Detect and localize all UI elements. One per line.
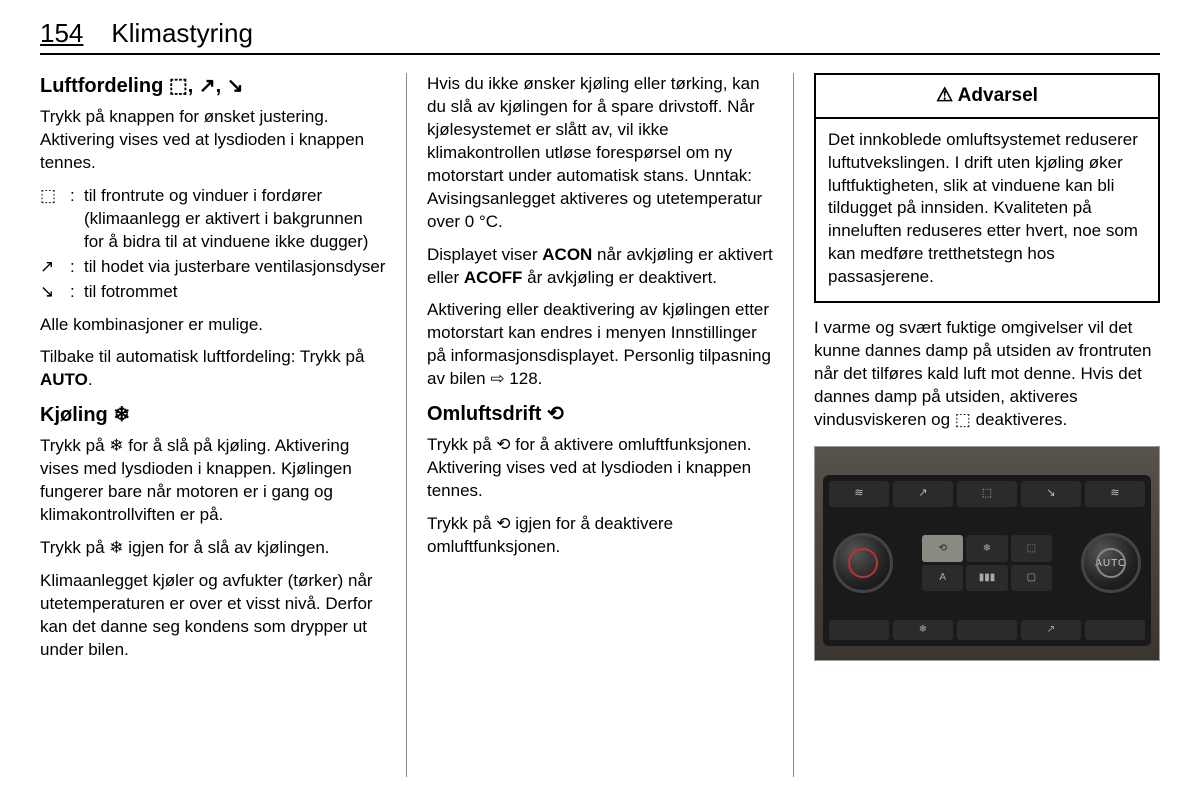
content-columns: Luftfordeling ⬚, ↗, ↘ Trykk på knappen f… [40,73,1160,777]
chapter-title: Klimastyring [111,18,253,49]
recirc-button-icon: ⟲ [922,535,963,562]
paragraph: Trykk på ⟲ igjen for å deaktivere omluft… [427,513,773,559]
list-text: til fotrommet [84,281,386,304]
paragraph: Trykk på ⟲ for å aktivere omluft­funksjo… [427,434,773,503]
auto-button-icon: A [922,565,963,592]
list-item: ↗ : til hodet via justerbare ventila­sjo… [40,256,386,279]
heading-air-distribution: Luftfordeling ⬚, ↗, ↘ [40,73,386,100]
paragraph: Trykk på knappen for ønsket juste­ring. … [40,106,386,175]
ac-button-icon: ❄ [966,535,1007,562]
list-text: til hodet via justerbare ventila­sjonsdy… [84,256,386,279]
auto-label: AUTO [40,370,88,389]
defrost-button-icon: ⬚ [1011,535,1052,562]
paragraph: Aktivering eller deaktivering av kjølin­… [427,299,773,391]
paragraph: Trykk på ❄ igjen for å slå av kjølin­gen… [40,537,386,560]
climate-control-illustration: ≋ ↗ ⬚ ↘ ≋ ⟲ ❄ ⬚ A ▮▮▮ [814,446,1160,661]
climate-panel: ≋ ↗ ⬚ ↘ ≋ ⟲ ❄ ⬚ A ▮▮▮ [823,475,1151,646]
paragraph: Klimaanlegget kjøler og avfukter (tør­ke… [40,570,386,662]
fan-level-icon: ▮▮▮ [966,565,1007,592]
list-item: ⬚ : til frontrute og vinduer i fordører … [40,185,386,254]
air-mode-list: ⬚ : til frontrute og vinduer i fordører … [40,185,386,304]
foot-vent-icon: ↘ [1021,481,1081,507]
paragraph: Tilbake til automatisk luftfordeling: Tr… [40,346,386,392]
manual-page: 154 Klimastyring Luftfordeling ⬚, ↗, ↘ T… [0,0,1200,802]
windshield-icon: ⬚ [40,185,70,254]
bottom-button [957,620,1017,640]
page-header: 154 Klimastyring [40,18,1160,55]
face-vent-icon: ↗ [40,256,70,279]
list-text: til frontrute og vinduer i fordører (kli… [84,185,386,254]
bottom-button: ❄ [893,620,953,640]
foot-vent-icon: ↘ [40,281,70,304]
column-divider [406,73,407,777]
warning-text: Det innkoblede omluftsystemet re­duserer… [828,129,1146,290]
panel-bottom-row: ❄ ↗ [823,620,1151,646]
rear-defrost-icon: ▢ [1011,565,1052,592]
acoff-label: ACOFF [464,268,523,287]
acon-label: ACON [542,245,592,264]
windshield-icon: ⬚ [957,481,1017,507]
paragraph: Alle kombinasjoner er mulige. [40,314,386,337]
seat-heat-left-icon: ≋ [829,481,889,507]
paragraph: Trykk på ❄ for å slå på kjøling. Akti­ve… [40,435,386,527]
temperature-knob [833,533,893,593]
heading-cooling: Kjøling ❄ [40,402,386,429]
bottom-button [1085,620,1145,640]
seat-heat-right-icon: ≋ [1085,481,1145,507]
bottom-button [829,620,889,640]
panel-top-row: ≋ ↗ ⬚ ↘ ≋ [823,475,1151,507]
paragraph: Displayet viser ACON når avkjøling er ak… [427,244,773,290]
heading-recirculation: Omluftsdrift ⟲ [427,401,773,428]
page-number: 154 [40,18,83,49]
paragraph: Hvis du ikke ønsker kjøling eller tør­ki… [427,73,773,234]
paragraph: I varme og svært fuktige omgivelser vil … [814,317,1160,432]
bottom-button: ↗ [1021,620,1081,640]
warning-box: ⚠ Advarsel Det innkoblede omluftsystemet… [814,73,1160,303]
center-button-grid: ⟲ ❄ ⬚ A ▮▮▮ ▢ [922,535,1052,591]
auto-knob-label: AUTO [1084,536,1138,590]
panel-middle-row: ⟲ ❄ ⬚ A ▮▮▮ ▢ AUTO [823,507,1151,620]
column-1: Luftfordeling ⬚, ↗, ↘ Trykk på knappen f… [40,73,386,777]
list-item: ↘ : til fotrommet [40,281,386,304]
column-divider [793,73,794,777]
column-3: ⚠ Advarsel Det innkoblede omluftsystemet… [814,73,1160,777]
column-2: Hvis du ikke ønsker kjøling eller tør­ki… [427,73,773,777]
auto-knob: AUTO [1081,533,1141,593]
warning-title: ⚠ Advarsel [816,75,1158,119]
face-vent-icon: ↗ [893,481,953,507]
